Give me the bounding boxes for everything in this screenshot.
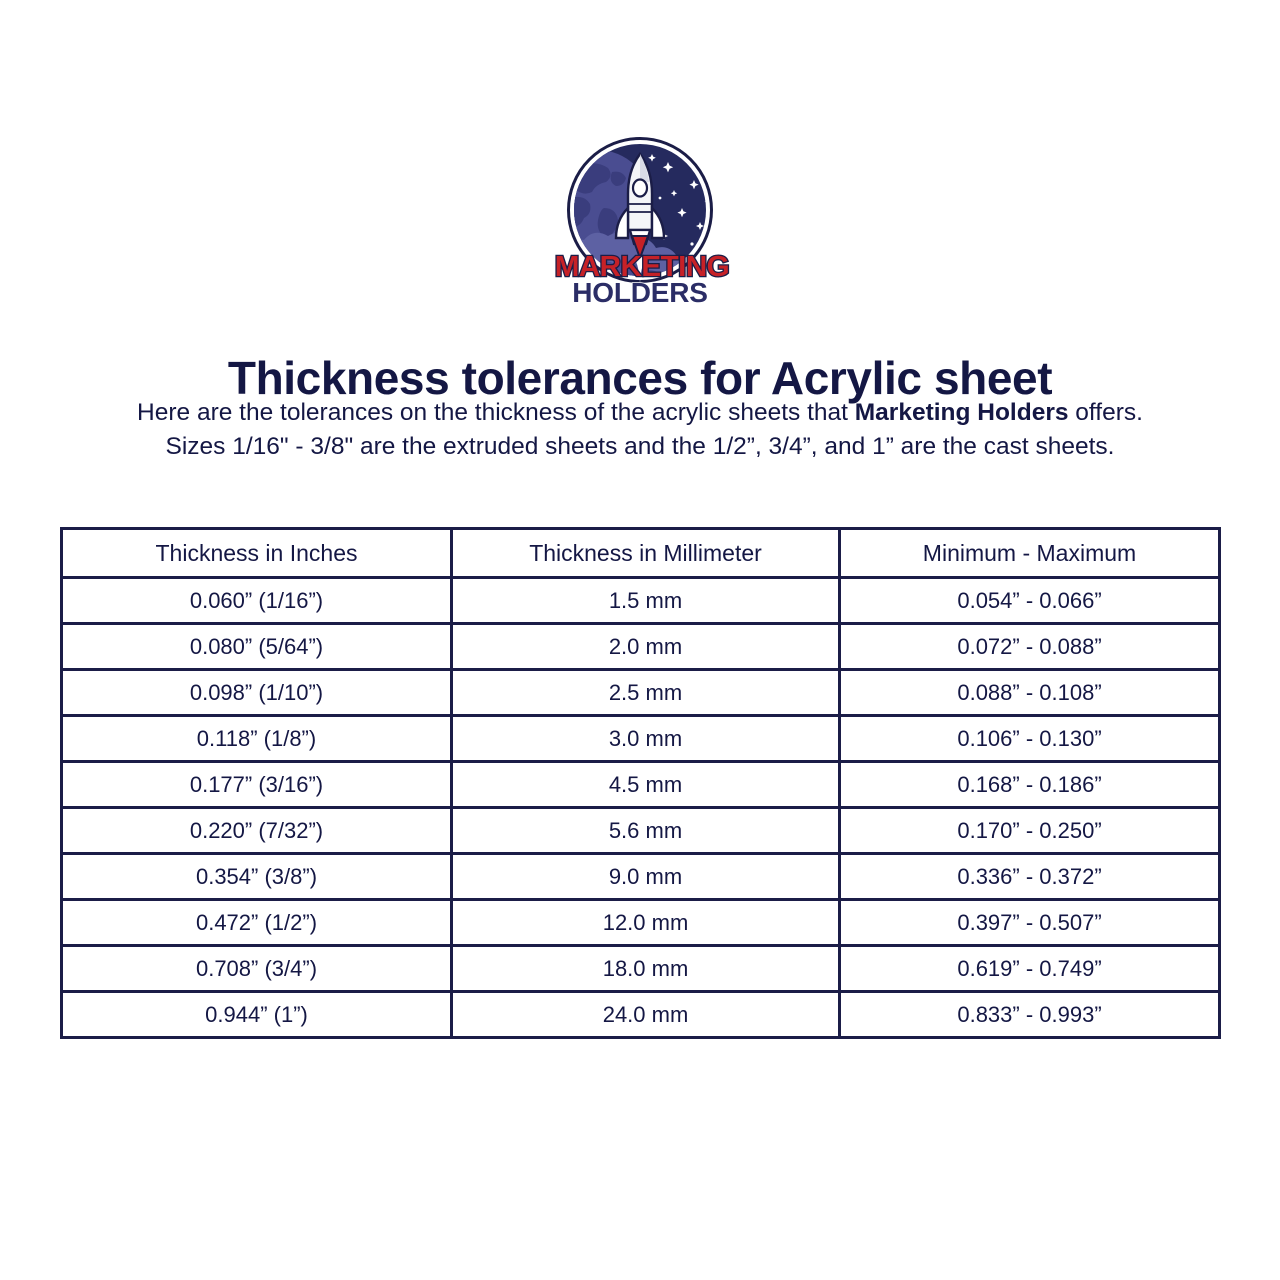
cell-inches: 0.472” (1/2”) bbox=[60, 898, 453, 947]
cell-min-max: 0.106” - 0.130” bbox=[838, 714, 1221, 763]
table-row: 0.220” (7/32”) 5.6 mm 0.170” - 0.250” bbox=[60, 806, 1221, 855]
subtitle-text-b: offers. bbox=[1068, 399, 1143, 426]
table-row: 0.098” (1/10”) 2.5 mm 0.088” - 0.108” bbox=[60, 668, 1221, 717]
cell-inches: 0.118” (1/8”) bbox=[60, 714, 453, 763]
cell-inches: 0.080” (5/64”) bbox=[60, 622, 453, 671]
cell-inches: 0.098” (1/10”) bbox=[60, 668, 453, 717]
brand-word-holders: HOLDERS bbox=[572, 277, 708, 306]
cell-millimeter: 4.5 mm bbox=[450, 760, 841, 809]
logo-container: MARKETING HOLDERS bbox=[0, 136, 1280, 312]
table-container: Thickness in Inches Thickness in Millime… bbox=[60, 527, 1221, 1039]
cell-millimeter: 5.6 mm bbox=[450, 806, 841, 855]
page-title: Thickness tolerances for Acrylic sheet bbox=[227, 351, 1053, 404]
table-head: Thickness in Inches Thickness in Millime… bbox=[60, 527, 1221, 579]
subtitle-line-1: Here are the tolerances on the thickness… bbox=[50, 396, 1230, 430]
brand-word-marketing: MARKETING bbox=[555, 250, 729, 283]
cell-inches: 0.220” (7/32”) bbox=[60, 806, 453, 855]
brand-wordmark: MARKETING HOLDERS bbox=[553, 249, 731, 306]
cell-millimeter: 18.0 mm bbox=[450, 944, 841, 993]
cell-min-max: 0.619” - 0.749” bbox=[838, 944, 1221, 993]
rocket-icon bbox=[614, 151, 666, 284]
rocket-globe-icon bbox=[567, 137, 713, 284]
cell-min-max: 0.397” - 0.507” bbox=[838, 898, 1221, 947]
cell-min-max: 0.833” - 0.993” bbox=[838, 990, 1221, 1039]
subtitle-text-a: Here are the tolerances on the thickness… bbox=[137, 399, 855, 426]
cell-inches: 0.060” (1/16”) bbox=[60, 576, 453, 625]
subtitle-line-2: Sizes 1/16" - 3/8" are the extruded shee… bbox=[165, 433, 1115, 460]
table-header-row: Thickness in Inches Thickness in Millime… bbox=[60, 527, 1221, 579]
table-row: 0.944” (1”) 24.0 mm 0.833” - 0.993” bbox=[60, 990, 1221, 1039]
thickness-tolerance-table: Thickness in Inches Thickness in Millime… bbox=[60, 527, 1221, 1039]
subtitle-brand: Marketing Holders bbox=[854, 399, 1069, 426]
cell-min-max: 0.054” - 0.066” bbox=[838, 576, 1221, 625]
column-header-inches: Thickness in Inches bbox=[60, 527, 453, 579]
cell-min-max: 0.072” - 0.088” bbox=[838, 622, 1221, 671]
marketing-holders-logo: MARKETING HOLDERS bbox=[542, 136, 738, 312]
cell-millimeter: 3.0 mm bbox=[450, 714, 841, 763]
table-row: 0.177” (3/16”) 4.5 mm 0.168” - 0.186” bbox=[60, 760, 1221, 809]
table-body: 0.060” (1/16”) 1.5 mm 0.054” - 0.066” 0.… bbox=[60, 576, 1221, 1039]
page-subtitle: Here are the tolerances on the thickness… bbox=[50, 396, 1230, 464]
table-row: 0.060” (1/16”) 1.5 mm 0.054” - 0.066” bbox=[60, 576, 1221, 625]
column-header-min-max: Minimum - Maximum bbox=[838, 527, 1221, 579]
column-header-millimeter: Thickness in Millimeter bbox=[450, 527, 841, 579]
cell-min-max: 0.168” - 0.186” bbox=[838, 760, 1221, 809]
cell-millimeter: 9.0 mm bbox=[450, 852, 841, 901]
cell-inches: 0.944” (1”) bbox=[60, 990, 453, 1039]
cell-min-max: 0.088” - 0.108” bbox=[838, 668, 1221, 717]
table-row: 0.080” (5/64”) 2.0 mm 0.072” - 0.088” bbox=[60, 622, 1221, 671]
cell-inches: 0.354” (3/8”) bbox=[60, 852, 453, 901]
cell-millimeter: 24.0 mm bbox=[450, 990, 841, 1039]
table-row: 0.472” (1/2”) 12.0 mm 0.397” - 0.507” bbox=[60, 898, 1221, 947]
cell-millimeter: 1.5 mm bbox=[450, 576, 841, 625]
cell-min-max: 0.336” - 0.372” bbox=[838, 852, 1221, 901]
cell-millimeter: 2.0 mm bbox=[450, 622, 841, 671]
cell-min-max: 0.170” - 0.250” bbox=[838, 806, 1221, 855]
table-row: 0.118” (1/8”) 3.0 mm 0.106” - 0.130” bbox=[60, 714, 1221, 763]
cell-millimeter: 2.5 mm bbox=[450, 668, 841, 717]
cell-millimeter: 12.0 mm bbox=[450, 898, 841, 947]
table-row: 0.708” (3/4”) 18.0 mm 0.619” - 0.749” bbox=[60, 944, 1221, 993]
cell-inches: 0.177” (3/16”) bbox=[60, 760, 453, 809]
table-row: 0.354” (3/8”) 9.0 mm 0.336” - 0.372” bbox=[60, 852, 1221, 901]
cell-inches: 0.708” (3/4”) bbox=[60, 944, 453, 993]
